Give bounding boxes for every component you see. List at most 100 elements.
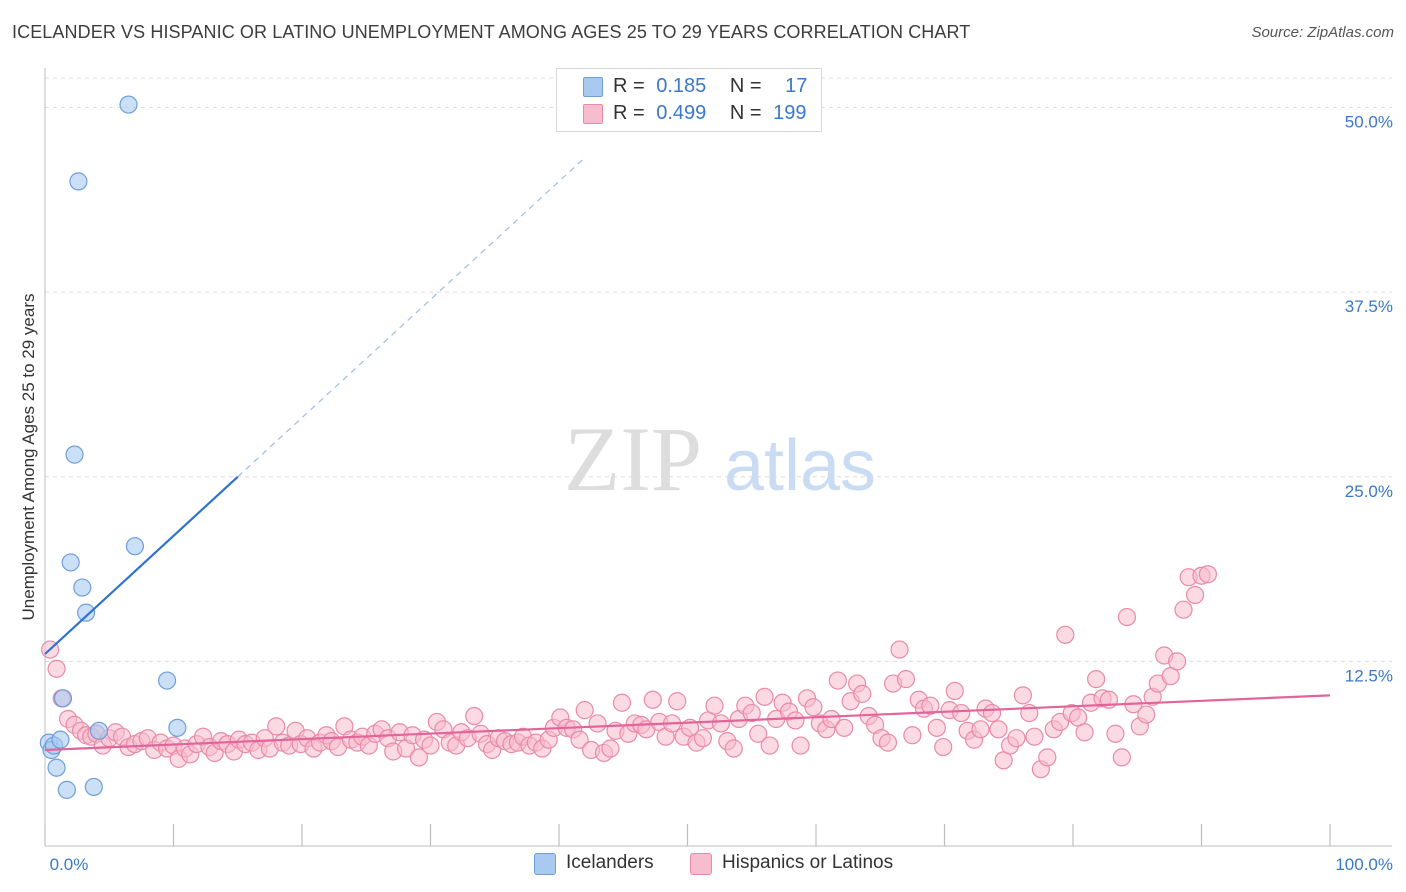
hispanic-point [705, 696, 724, 715]
legend-text-hispanics: R = 0.499 N = 199 [613, 102, 807, 125]
hispanic-point [1106, 724, 1125, 743]
hispanic-point [878, 733, 898, 752]
hispanic-trend-line [44, 694, 1331, 752]
correlation-legend: R = 0.185 N = 17 R = 0.499 N = 199 [556, 68, 822, 132]
bottom-legend-label-icelanders: Icelanders [566, 852, 654, 873]
hispanic-point [409, 748, 429, 767]
legend-r-value: 0.499 [656, 102, 707, 124]
hispanic-point [971, 720, 990, 739]
hispanic-point [1038, 748, 1057, 767]
hispanic-point [724, 739, 743, 758]
hispanic-point [828, 671, 847, 690]
icelander-trend-line [44, 475, 239, 655]
hispanic-point [1007, 729, 1026, 748]
hispanic-point [1112, 748, 1131, 767]
icelander-point [61, 553, 80, 572]
watermark-zip: ZIP [564, 408, 702, 510]
hispanic-point [742, 703, 761, 723]
hispanic-point [693, 729, 713, 748]
hispanic-point [1117, 607, 1137, 627]
hispanic-point [749, 724, 768, 743]
hispanic-point [755, 687, 774, 706]
hispanic-point [952, 703, 971, 723]
hispanic-point [1075, 723, 1094, 742]
tick-labels: 12.5% 25.0% 37.5% 50.0% 0.0% 100.0% [50, 113, 1393, 874]
watermark: ZIP atlas [564, 408, 876, 510]
hispanic-point [945, 681, 964, 701]
icelander-point [73, 578, 92, 597]
icelander-point [84, 777, 103, 797]
hispanic-point [982, 703, 1002, 723]
y-tick-label: 50.0% [1345, 113, 1393, 132]
hispanic-point [786, 711, 805, 730]
legend-r-label: R = [613, 102, 645, 124]
legend-n-label: N = [729, 75, 762, 97]
data-points [39, 95, 1218, 799]
hispanic-point [1185, 585, 1205, 605]
hispanic-point [934, 737, 953, 757]
y-tick-label: 37.5% [1345, 297, 1393, 316]
hispanic-point [903, 726, 922, 745]
icelander-point [119, 95, 138, 114]
y-axis-label: Unemployment Among Ages 25 to 29 years [19, 294, 38, 621]
x-tick-label: 100.0% [1335, 855, 1393, 874]
icelander-point [47, 758, 66, 777]
y-tick-label: 12.5% [1345, 666, 1393, 685]
hispanic-point [668, 692, 687, 711]
hispanic-point [47, 659, 66, 678]
watermark-atlas: atlas [724, 426, 876, 506]
hispanic-point [643, 690, 662, 709]
hispanic-point [1174, 600, 1193, 619]
hispanic-point [760, 736, 779, 755]
hispanic-point [927, 718, 946, 737]
icelander-point [57, 780, 76, 799]
hispanic-point [267, 717, 286, 736]
hispanic-point [601, 739, 620, 758]
legend-n-label: N = [729, 102, 762, 124]
hispanic-point [711, 714, 731, 733]
hispanic-point [1198, 565, 1218, 584]
hispanic-point [1137, 705, 1156, 724]
icelander-point [51, 730, 70, 749]
hispanic-point [465, 706, 484, 726]
chart-title: ICELANDER VS HISPANIC OR LATINO UNEMPLOY… [12, 22, 971, 42]
hispanic-point [612, 693, 632, 712]
y-tick-label: 25.0% [1345, 482, 1393, 501]
icelander-point [168, 718, 187, 737]
trend-lines [44, 157, 1331, 752]
icelander-point [157, 671, 177, 690]
hispanic-point [791, 736, 810, 755]
hispanic-point [1087, 670, 1106, 689]
hispanic-point [853, 684, 872, 703]
hispanic-point [1167, 652, 1187, 671]
icelander-point [53, 689, 73, 708]
hispanic-point [1013, 686, 1032, 705]
hispanic-point [1025, 727, 1044, 746]
hispanic-point [804, 698, 823, 717]
bottom-legend-label-hispanics: Hispanics or Latinos [722, 852, 894, 873]
legend-swatch-icelanders [583, 77, 603, 97]
legend-text-icelanders: R = 0.185 N = 17 [613, 75, 807, 98]
legend-swatch-hispanics [583, 104, 603, 124]
x-tick-label: 0.0% [50, 855, 89, 874]
legend-r-value: 0.185 [656, 75, 707, 97]
icelander-point [77, 603, 96, 622]
hispanic-point [570, 730, 589, 749]
bottom-legend-swatch-hispanics [690, 853, 712, 875]
hispanic-point [989, 720, 1008, 739]
hispanic-point [588, 714, 607, 733]
icelander-point [65, 445, 84, 464]
icelander-point [69, 172, 88, 191]
icelander-trend-extension [237, 157, 586, 478]
hispanic-point [921, 696, 940, 715]
legend-n-value: 199 [773, 102, 807, 124]
hispanic-point [421, 736, 440, 755]
hispanic-point [890, 640, 909, 659]
icelander-point [89, 721, 109, 740]
hispanic-point [1056, 625, 1075, 644]
legend-r-label: R = [613, 75, 645, 97]
hispanic-point [575, 701, 594, 720]
icelander-point [125, 537, 145, 556]
axes [44, 68, 1392, 847]
